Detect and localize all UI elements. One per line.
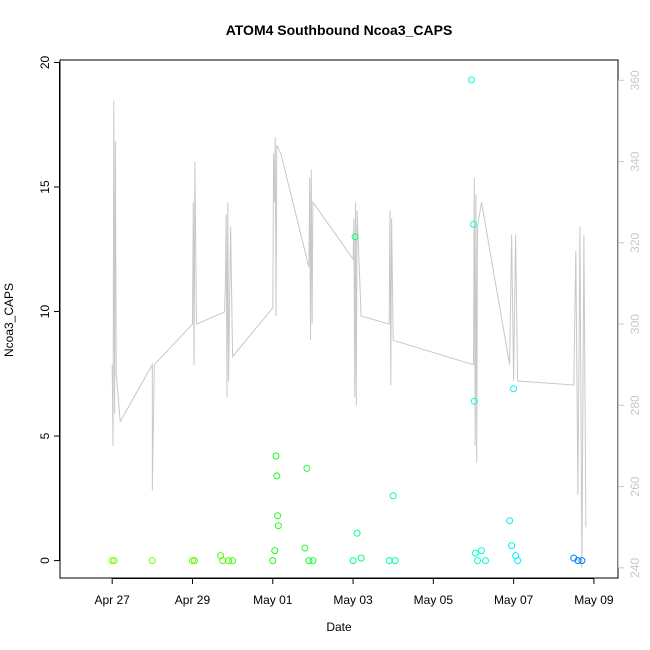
scatter-series xyxy=(108,76,586,565)
x-tick-label-4: May 05 xyxy=(414,593,454,607)
y2-tick-label-5: 340 xyxy=(628,151,642,171)
y-tick-label-0: 0 xyxy=(38,557,52,564)
data-point-24 xyxy=(389,492,397,500)
data-point-32 xyxy=(482,557,489,565)
y2-tick-label-3: 300 xyxy=(628,314,642,334)
data-point-3 xyxy=(189,557,196,565)
data-point-26 xyxy=(468,76,475,84)
data-point-40 xyxy=(578,557,586,565)
data-point-16 xyxy=(303,464,311,472)
data-point-37 xyxy=(514,557,522,565)
data-point-7 xyxy=(225,557,233,565)
x-tick-label-6: May 09 xyxy=(574,593,614,607)
plot-frame xyxy=(59,59,619,579)
data-point-22 xyxy=(357,554,365,562)
y-tick-label-1: 5 xyxy=(38,432,52,439)
secondary-line xyxy=(111,100,587,568)
x-tick-label-3: May 03 xyxy=(333,593,373,607)
data-point-34 xyxy=(508,542,516,550)
data-point-11 xyxy=(272,452,280,460)
data-point-21 xyxy=(353,529,361,537)
data-point-23 xyxy=(385,557,393,565)
x-axis-title: Date xyxy=(326,620,352,634)
data-point-29 xyxy=(472,549,479,557)
y-tick-label-4: 20 xyxy=(38,55,52,69)
data-point-35 xyxy=(510,385,518,393)
y2-tick-label-4: 320 xyxy=(628,232,642,252)
x-axis: Apr 27 Apr 29 May 01 May 03 May 05 May 07 May … xyxy=(95,578,614,607)
data-point-19 xyxy=(349,557,357,565)
data-point-18 xyxy=(309,557,317,565)
data-point-20 xyxy=(351,233,359,241)
chart-title: ATOM4 Southbound Ncoa3_CAPS xyxy=(226,22,453,38)
x-tick-label-1: Apr 29 xyxy=(175,593,211,607)
y2-tick-label-0: 240 xyxy=(628,558,642,578)
secondary-line-series xyxy=(111,100,587,568)
y-tick-label-3: 15 xyxy=(38,180,52,194)
data-point-1 xyxy=(110,557,118,565)
data-point-4 xyxy=(191,557,198,565)
y-axis-title: Ncoa3_CAPS xyxy=(2,283,16,357)
data-point-31 xyxy=(478,547,485,555)
data-point-28 xyxy=(470,397,478,405)
y2-tick-label-2: 280 xyxy=(628,395,642,415)
y2-axis: 240 260 280 300 320 340 360 xyxy=(618,70,642,578)
data-point-33 xyxy=(506,517,514,525)
x-tick-label-5: May 07 xyxy=(494,593,534,607)
data-point-9 xyxy=(269,557,277,565)
data-point-25 xyxy=(391,557,399,565)
data-point-14 xyxy=(274,522,282,530)
data-point-12 xyxy=(273,472,281,480)
data-point-0 xyxy=(108,557,116,565)
data-point-39 xyxy=(574,557,582,565)
y-axis: 0 5 10 15 20 xyxy=(38,55,60,564)
x-tick-label-0: Apr 27 xyxy=(95,593,131,607)
data-point-15 xyxy=(301,544,309,552)
data-point-10 xyxy=(271,547,279,555)
y-tick-label-2: 10 xyxy=(38,305,52,319)
data-point-6 xyxy=(219,557,227,565)
data-point-17 xyxy=(305,557,313,565)
y2-tick-label-6: 360 xyxy=(628,70,642,90)
data-point-27 xyxy=(470,220,477,228)
x-tick-label-2: May 01 xyxy=(253,593,293,607)
data-point-8 xyxy=(229,557,237,565)
data-point-2 xyxy=(148,557,156,565)
data-point-13 xyxy=(274,512,282,520)
data-point-30 xyxy=(474,557,481,565)
y2-tick-label-1: 260 xyxy=(628,476,642,496)
